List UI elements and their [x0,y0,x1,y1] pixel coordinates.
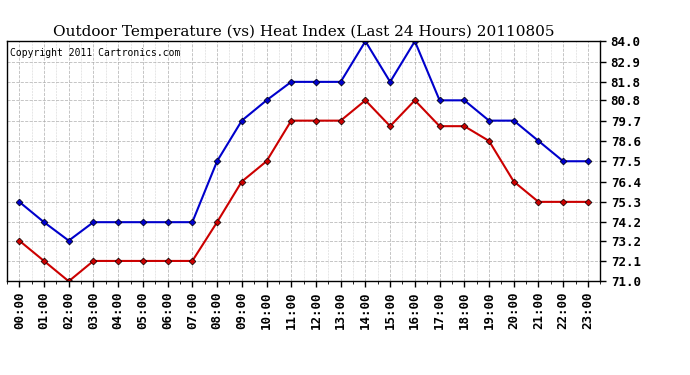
Title: Outdoor Temperature (vs) Heat Index (Last 24 Hours) 20110805: Outdoor Temperature (vs) Heat Index (Las… [53,24,554,39]
Text: Copyright 2011 Cartronics.com: Copyright 2011 Cartronics.com [10,48,180,58]
